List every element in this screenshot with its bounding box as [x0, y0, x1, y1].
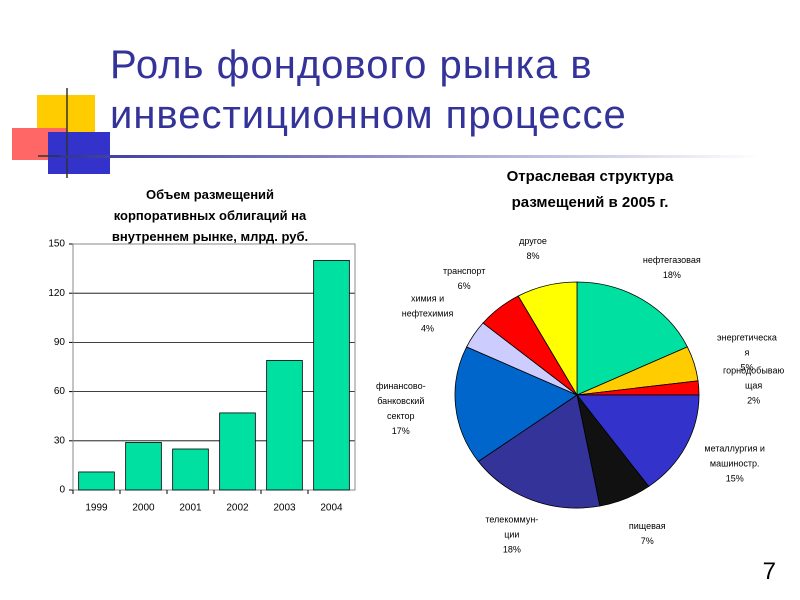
pie-slice — [576, 281, 688, 396]
y-tick-label: 60 — [54, 386, 66, 397]
x-tick-label: 2000 — [132, 503, 155, 514]
value-label: 7% — [640, 535, 654, 546]
slice-label: горнодобываю щая 2% — [699, 363, 800, 408]
value-label: 5% — [740, 362, 754, 373]
value-label: 18% — [662, 269, 681, 280]
category-label: нефтегазовая — [642, 254, 701, 265]
value-label: 15% — [725, 473, 744, 484]
pie-slice — [576, 394, 700, 487]
plot-frame — [72, 243, 356, 491]
value-label: 2% — [747, 395, 761, 406]
y-tick-label: 150 — [48, 239, 65, 250]
category-label: другое — [519, 235, 547, 246]
pie-slice — [477, 394, 601, 509]
value-label: 17% — [391, 426, 410, 437]
category-label: металлургия и машиностр. — [704, 443, 765, 469]
category-label: энергетическа я — [717, 332, 777, 358]
value-label: 8% — [526, 250, 540, 261]
slice-label: химия и нефтехимия 4% — [373, 292, 483, 337]
y-tick-label: 120 — [48, 288, 65, 299]
bar — [78, 471, 115, 491]
logo-square — [48, 132, 110, 174]
category-label: финансово- банковский сектор — [375, 381, 426, 422]
y-tick-label: 30 — [54, 435, 66, 446]
x-tick-label: 2004 — [320, 503, 343, 514]
y-tick-label: 0 — [59, 485, 65, 496]
bar — [125, 442, 162, 491]
x-tick-label: 1999 — [85, 503, 108, 514]
chart-title: Отраслевая структура размещений в 2005 г… — [506, 168, 674, 211]
value-label: 4% — [421, 323, 435, 334]
x-tick-label: 2003 — [273, 503, 296, 514]
slice-label: финансово- банковский сектор 17% — [346, 379, 456, 439]
page-number: 7 — [762, 558, 776, 585]
slide-title: Роль фондового рынка в инвестиционном пр… — [110, 43, 627, 137]
x-tick-label: 2001 — [179, 503, 202, 514]
bar — [172, 448, 209, 491]
slice-label: энергетическа я 5% — [692, 330, 800, 375]
slice-label: другое 8% — [478, 234, 588, 264]
category-label: телекоммун- ции — [485, 514, 539, 540]
y-tick-label: 90 — [54, 337, 66, 348]
slice-label: нефтегазовая 18% — [617, 253, 727, 283]
pie-slice — [454, 346, 578, 462]
slice-label: транспорт 6% — [409, 264, 519, 294]
bar — [266, 360, 303, 491]
bar — [313, 259, 350, 491]
title-rule — [60, 155, 760, 158]
category-label: горнодобываю щая — [723, 365, 785, 391]
category-label: транспорт — [442, 265, 486, 276]
x-tick-label: 2002 — [226, 503, 249, 514]
bar — [219, 412, 256, 491]
slice-label: металлургия и машиностр. 15% — [680, 441, 790, 486]
slice-label: пищевая 7% — [592, 519, 702, 549]
value-label: 6% — [457, 280, 471, 291]
pie-slice — [517, 281, 578, 397]
category-label: химия и нефтехимия — [401, 293, 454, 319]
chart-title: Объем размещений корпоративных облигаций… — [111, 187, 309, 244]
slice-label: телекоммун- ции 18% — [457, 513, 567, 558]
category-label: пищевая — [628, 520, 666, 531]
value-label: 18% — [502, 544, 521, 555]
